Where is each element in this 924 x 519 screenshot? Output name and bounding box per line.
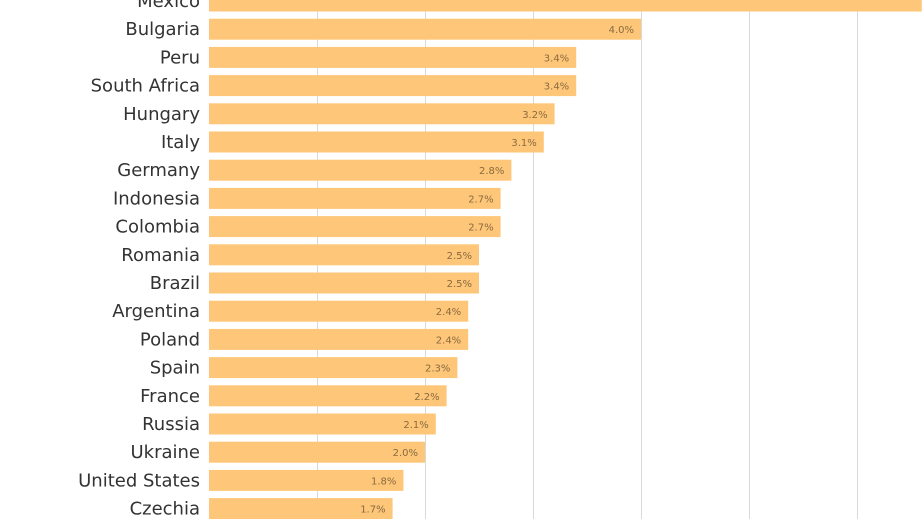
value-label-romania: 2.5%	[447, 251, 472, 262]
value-label-colombia: 2.7%	[468, 223, 493, 234]
bar-colombia	[209, 216, 501, 238]
bar-romania	[209, 244, 479, 266]
bar-czechia	[209, 498, 393, 519]
value-label-hungary: 3.2%	[522, 110, 547, 121]
bar-argentina	[209, 300, 469, 322]
bar-spain	[209, 357, 458, 379]
category-label-argentina: Argentina	[112, 301, 200, 322]
category-label-poland: Poland	[140, 329, 200, 350]
category-label-spain: Spain	[150, 358, 200, 379]
category-label-south-africa: South Africa	[91, 76, 200, 97]
value-label-ukraine: 2.0%	[393, 448, 418, 459]
category-label-ukraine: Ukraine	[130, 442, 200, 463]
category-label-brazil: Brazil	[150, 273, 200, 294]
category-label-peru: Peru	[160, 47, 200, 68]
category-labels: Mexico Bulgaria Peru South Africa Hungary Ita…	[78, 0, 200, 519]
category-label-romania: Romania	[121, 245, 200, 266]
value-label-bulgaria: 4.0%	[609, 25, 634, 36]
value-label-germany: 2.8%	[479, 166, 504, 177]
bars	[209, 0, 922, 519]
category-label-colombia: Colombia	[115, 217, 200, 238]
value-label-poland: 2.4%	[436, 335, 461, 346]
value-label-indonesia: 2.7%	[468, 194, 493, 205]
bar-united-states	[209, 469, 404, 491]
bar-indonesia	[209, 187, 501, 209]
value-label-argentina: 2.4%	[436, 307, 461, 318]
category-label-france: France	[140, 386, 200, 407]
bar-peru	[209, 46, 577, 68]
category-label-indonesia: Indonesia	[113, 188, 200, 209]
category-label-germany: Germany	[117, 160, 200, 181]
bar-france	[209, 385, 447, 407]
value-label-united-states: 1.8%	[371, 476, 396, 487]
bar-south-africa	[209, 75, 577, 97]
bar-germany	[209, 159, 512, 181]
value-label-spain: 2.3%	[425, 364, 450, 375]
bar-mexico	[209, 0, 922, 12]
bar-russia	[209, 413, 436, 435]
category-label-hungary: Hungary	[123, 104, 200, 125]
category-label-russia: Russia	[142, 414, 200, 435]
value-label-russia: 2.1%	[403, 420, 428, 431]
bar-bulgaria	[209, 18, 641, 40]
category-label-united-states: United States	[78, 470, 200, 491]
category-label-mexico: Mexico	[137, 0, 200, 12]
category-label-bulgaria: Bulgaria	[125, 19, 200, 40]
bar-brazil	[209, 272, 479, 294]
value-label-france: 2.2%	[414, 392, 439, 403]
bar-ukraine	[209, 441, 425, 463]
value-label-czechia: 1.7%	[360, 505, 385, 516]
bar-hungary	[209, 103, 555, 125]
value-label-brazil: 2.5%	[447, 279, 472, 290]
value-label-south-africa: 3.4%	[544, 82, 569, 93]
category-label-czechia: Czechia	[130, 499, 200, 519]
category-label-italy: Italy	[161, 132, 200, 153]
value-labels: 4.0% 3.4% 3.4% 3.2% 3.1% 2.8% 2.7% 2.7% 2.5% 2.5%…	[360, 25, 634, 515]
bar-poland	[209, 328, 469, 350]
bar-italy	[209, 131, 544, 153]
value-label-peru: 3.4%	[544, 53, 569, 64]
value-label-italy: 3.1%	[511, 138, 536, 149]
